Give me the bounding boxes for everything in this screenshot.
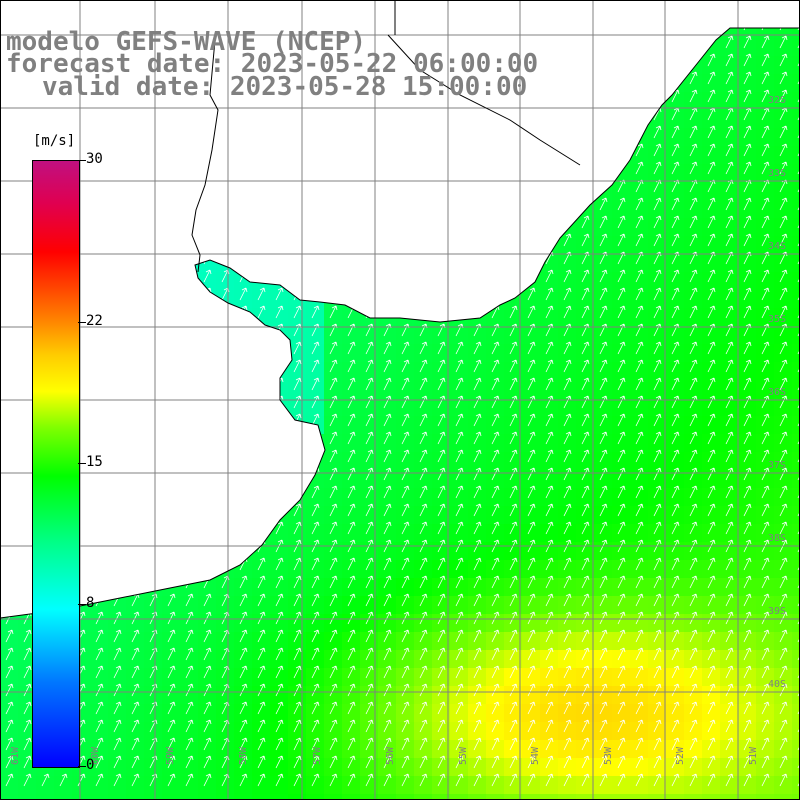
colorbar-tick-label: 0 xyxy=(86,757,95,773)
longitude-label: 57W xyxy=(312,746,323,765)
latitude-label: 38S xyxy=(768,533,786,544)
longitude-label: 56W xyxy=(385,746,396,765)
river-border xyxy=(191,39,219,273)
colorbar xyxy=(32,160,80,768)
latitude-label: 35S xyxy=(768,314,786,325)
colorbar-tick-label: 30 xyxy=(86,151,103,167)
wind-speed-shading xyxy=(0,28,800,800)
colorbar-tick-line xyxy=(78,160,86,161)
country-border xyxy=(387,34,581,166)
longitude-label: 60W xyxy=(90,746,101,765)
latitude-label: 32S xyxy=(768,95,786,106)
colorbar-unit: [m/s] xyxy=(33,133,76,149)
colorbar-tick-label: 8 xyxy=(86,595,95,611)
latitude-label: 34S xyxy=(768,241,786,252)
colorbar-tick-line xyxy=(78,463,86,464)
latitude-label: 39S xyxy=(768,606,786,617)
latitude-label: 37S xyxy=(768,460,786,471)
forecast-date: forecast date: 2023-05-22 06:00:00 xyxy=(6,49,539,79)
coastline xyxy=(0,27,800,619)
longitude-label: 53W xyxy=(603,746,614,765)
colorbar-tick-line xyxy=(78,604,86,605)
valid-date: valid date: 2023-05-28 15:00:00 xyxy=(42,72,528,102)
latitude-label: 36S xyxy=(768,387,786,398)
latitude-label: 33S xyxy=(768,168,786,179)
longitude-label: 51W xyxy=(748,746,759,765)
longitude-label: 52W xyxy=(675,746,686,765)
latitude-label: 40S xyxy=(768,679,786,690)
colorbar-tick-line xyxy=(78,766,86,767)
longitude-label: 55W xyxy=(458,746,469,765)
colorbar-tick-label: 22 xyxy=(86,313,103,329)
longitude-label: 61W xyxy=(10,746,21,765)
longitude-label: 54W xyxy=(530,746,541,765)
model-title: modelo GEFS-WAVE (NCEP) xyxy=(6,27,367,57)
longitude-label: 59W xyxy=(165,746,176,765)
colorbar-tick-line xyxy=(78,322,86,323)
longitude-label: 58W xyxy=(238,746,249,765)
colorbar-tick-label: 15 xyxy=(86,454,103,470)
